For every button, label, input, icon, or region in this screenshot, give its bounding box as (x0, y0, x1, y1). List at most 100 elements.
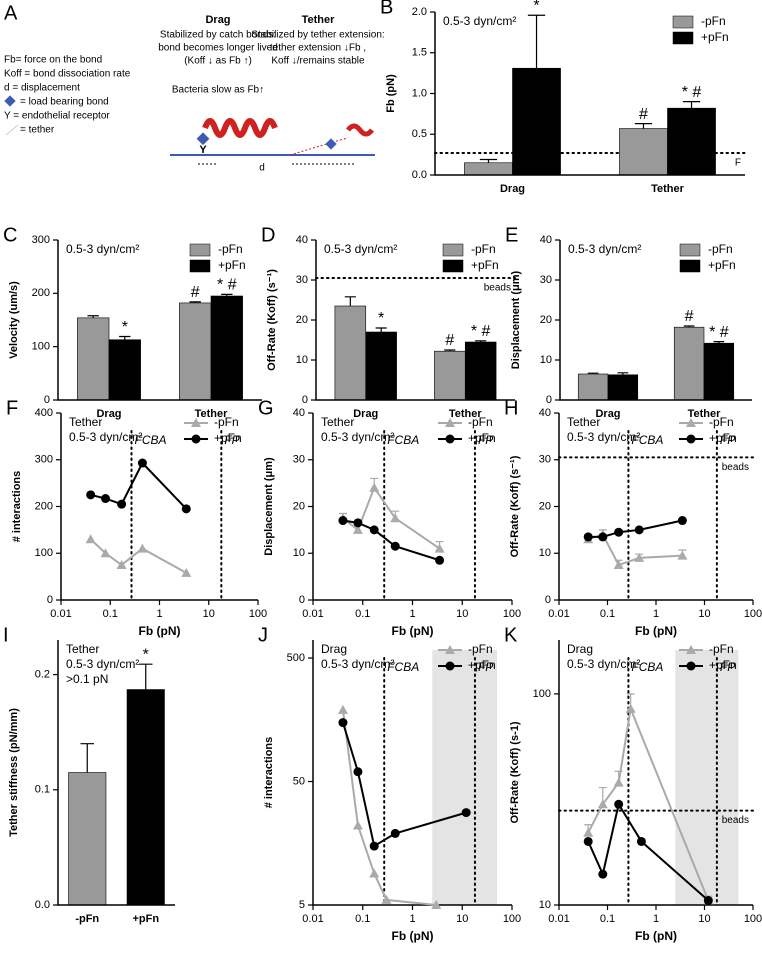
bar (512, 67, 561, 176)
bar (77, 317, 110, 401)
bar (577, 373, 609, 401)
data-point (338, 718, 348, 728)
data-point (381, 894, 392, 904)
y-axis-label: Fb (pN) (385, 74, 397, 113)
significance-mark: # (639, 106, 648, 123)
legend-swatch (679, 243, 701, 257)
y-axis-label: Velocity (um/s) (8, 281, 20, 359)
legend-label: +pFn (218, 258, 246, 272)
drag-text: bond becomes longer lived (158, 43, 278, 54)
bar (126, 689, 165, 906)
error-bar (139, 663, 153, 690)
note: Tether (321, 415, 354, 429)
data-point (677, 550, 688, 560)
y-tick-label: 10 (539, 547, 551, 559)
data-point (137, 543, 148, 553)
bond (325, 138, 337, 150)
d-label: d (259, 163, 265, 174)
y-tick-label: 2.0 (412, 6, 427, 18)
y-tick-label: 0.0 (35, 899, 50, 911)
x-tick-label: +pFn (132, 913, 159, 925)
drag-note: Bacteria slow as Fb↑ (172, 85, 264, 96)
panel-label: H (504, 397, 518, 419)
x-tick-label: 0.1 (600, 608, 615, 620)
legend-label: -pFn (701, 14, 726, 28)
y-tick-label: 100 (533, 688, 551, 700)
note: >0.1 pN (66, 672, 108, 686)
y-tick-label: 300 (32, 234, 50, 246)
panel-label: K (504, 624, 518, 646)
error-bar (221, 293, 233, 296)
data-point (353, 767, 363, 777)
panel-label: F (6, 397, 18, 419)
error-bar (475, 340, 487, 342)
y-tick-label: 40 (296, 234, 308, 246)
bar (464, 341, 497, 401)
key-text: Koff = bond dissociation rate (4, 69, 131, 80)
data-point (352, 820, 363, 830)
legend-label: -pFn (218, 242, 243, 256)
axes (57, 240, 262, 401)
legend-swatch (679, 259, 701, 273)
data-point (100, 494, 110, 504)
y-tick-label: 20 (293, 500, 305, 512)
x-tick-label: Tether (449, 408, 483, 420)
bond-icon (4, 95, 16, 107)
axes (312, 640, 512, 906)
data-point (390, 828, 400, 838)
panel-label: E (505, 224, 518, 246)
data-point (137, 458, 147, 468)
drag-text: (Koff ↓ as Fb ↑) (184, 56, 252, 67)
y-axis-label: Tether stiffness (pN/mm) (8, 708, 20, 837)
data-point (85, 534, 96, 544)
y-tick-label: 40 (539, 407, 551, 419)
x-tick-label: 10 (456, 913, 468, 925)
axes (559, 240, 752, 401)
y-tick-label: 30 (540, 274, 552, 286)
legend-marker (191, 418, 201, 427)
y-tick-label: 20 (539, 500, 551, 512)
axes (434, 12, 745, 176)
data-point (338, 516, 348, 526)
legend-marker (686, 418, 696, 427)
note: 0.5-3 dyn/cm² (324, 242, 397, 256)
tether-text: Koff ↓/remains stable (271, 56, 365, 67)
significance-mark: * # (709, 324, 729, 341)
data-point (337, 704, 348, 714)
y-tick-label: 40 (293, 407, 305, 419)
legend-label: +pFn (214, 431, 242, 445)
bar (667, 107, 716, 176)
x-tick-label: Drag (500, 183, 525, 195)
y-tick-label: 300 (35, 454, 53, 466)
bar (434, 350, 466, 401)
error-bar (527, 14, 546, 69)
error-bar (375, 327, 387, 332)
y-axis-label: Displacement (μm) (263, 457, 275, 556)
reference-label: beads (484, 283, 511, 294)
y-tick-label: 1.0 (412, 87, 427, 99)
panel-label: G (258, 397, 274, 419)
panel-label: B (380, 0, 393, 18)
panel-label: A (4, 2, 18, 24)
note: Tether (567, 415, 600, 429)
tether (289, 139, 341, 156)
legend-label: -pFn (709, 642, 734, 656)
tether (339, 137, 349, 141)
significance-mark: * # (682, 84, 702, 101)
y-tick-label: 30 (293, 454, 305, 466)
x-tick-label: 10 (456, 608, 468, 620)
y-tick-label: 0.1 (35, 784, 50, 796)
x-tick-label: -pFn (75, 913, 99, 925)
tether-text: Stabilized by tether extension: (251, 30, 384, 41)
x-tick-label: 0.01 (302, 608, 323, 620)
y-tick-label: 200 (32, 287, 50, 299)
x-tick-label: 10 (698, 608, 710, 620)
data-point (369, 841, 379, 851)
legend-marker (686, 434, 696, 444)
note: Drag (321, 642, 347, 656)
note: 0.5-3 dyn/cm² (69, 430, 142, 444)
legend-label: +pFn (701, 30, 729, 44)
legend-label: +pFn (468, 431, 496, 445)
tether-icon (5, 124, 19, 136)
x-tick-label: 0.1 (600, 913, 615, 925)
